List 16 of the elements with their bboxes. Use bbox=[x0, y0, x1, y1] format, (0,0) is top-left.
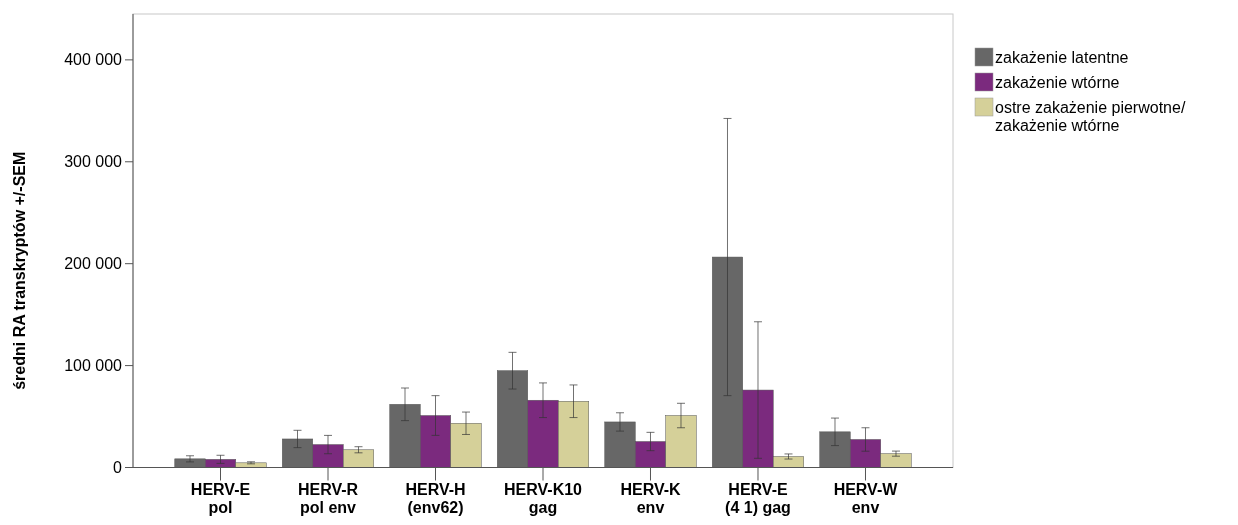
y-tick-label: 200 000 bbox=[64, 255, 123, 273]
x-tick-label: HERV-K env bbox=[620, 480, 682, 516]
x-tick-label: HERV-E pol bbox=[190, 480, 251, 516]
y-axis-title: średni RA transkryptów +/-SEM bbox=[11, 151, 28, 390]
x-tick-label: HERV-K10 gag bbox=[504, 480, 583, 516]
y-tick-label: 100 000 bbox=[64, 357, 123, 375]
legend-label: zakażenie wtórne bbox=[995, 74, 1120, 91]
x-tick-label: HERV-E (4 1) gag bbox=[725, 480, 791, 516]
y-tick-label: 400 000 bbox=[64, 51, 123, 69]
x-tick-label: HERV-H (env62) bbox=[405, 480, 466, 516]
y-tick-label: 0 bbox=[113, 459, 123, 477]
x-tick-label: HERV-R pol env bbox=[297, 480, 359, 516]
y-tick-label: 300 000 bbox=[64, 153, 123, 171]
legend-label: ostre zakażenie pierwotne/ zakażenie wtórne bbox=[995, 99, 1186, 134]
legend-label: zakażenie latentne bbox=[995, 49, 1129, 66]
x-tick-label: HERV-W env bbox=[833, 480, 899, 516]
